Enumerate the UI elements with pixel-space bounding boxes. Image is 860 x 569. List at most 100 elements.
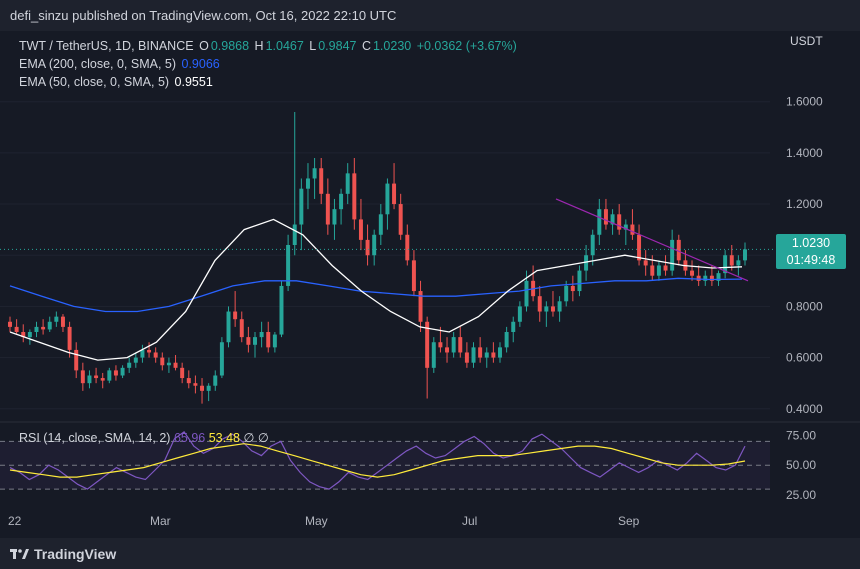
candle-body: [597, 209, 602, 235]
candle-body: [27, 332, 32, 338]
candle-body: [425, 321, 430, 368]
rsi-band: [0, 441, 770, 490]
candle-body: [564, 285, 569, 302]
chart-legend: TWT / TetherUS, 1D, BINANCE O 0.9868 H 1.0…: [19, 37, 519, 91]
candle-body: [524, 280, 529, 307]
candle-body: [299, 188, 304, 225]
close-label: C: [361, 39, 371, 53]
ema200-line: [9, 277, 743, 313]
candle-body: [113, 370, 118, 376]
candle-body: [570, 285, 575, 292]
candle-body: [670, 239, 675, 271]
candle-body: [140, 349, 145, 358]
candle-body: [610, 214, 615, 225]
x-tick-label: Jul: [462, 514, 477, 528]
candle-body: [120, 367, 125, 376]
candle-body: [332, 209, 337, 225]
candle-body: [166, 362, 171, 366]
last-price-value: 1.0230: [791, 236, 831, 250]
candle-body: [690, 270, 695, 276]
candle-body: [253, 337, 257, 345]
candle-body: [266, 332, 271, 348]
price-tick-label: 0.6000: [786, 351, 823, 365]
open-label: O: [199, 39, 209, 53]
ema200-label[interactable]: EMA (200, close, 0, SMA, 5): [19, 57, 177, 71]
rsi-value: 65.96: [173, 431, 206, 445]
low-label: L: [309, 39, 317, 53]
candle-body: [180, 367, 185, 379]
candle-body: [246, 337, 251, 345]
rsi-sma-value: 53.48: [208, 431, 240, 445]
candle-body: [87, 375, 92, 384]
candle-body: [319, 168, 324, 194]
candle-body: [656, 265, 661, 276]
x-tick-label: May: [305, 514, 328, 528]
candle-body: [107, 370, 112, 381]
symbol-label[interactable]: TWT / TetherUS, 1D, BINANCE: [19, 39, 194, 53]
candle-body: [239, 319, 244, 338]
candle-body: [590, 234, 595, 256]
candle-body: [736, 260, 741, 266]
candle-body: [623, 224, 628, 230]
candle-body: [100, 378, 105, 381]
x-tick-label: Mar: [150, 514, 171, 528]
candle-body: [405, 234, 410, 261]
candle-body: [378, 214, 383, 235]
candle-body: [650, 265, 655, 276]
open-value: 0.9868: [210, 39, 250, 53]
price-chart[interactable]: USDT1.60001.40001.20001.00000.80000.6000…: [0, 31, 860, 538]
candle-body: [464, 352, 469, 363]
chart-area[interactable]: USDT1.60001.40001.20001.00000.80000.6000…: [0, 31, 860, 538]
trendline: [555, 198, 749, 282]
candle-body: [398, 204, 403, 235]
candle-body: [504, 332, 509, 348]
candle-body: [54, 316, 59, 322]
rsi-tick-label: 75.00: [786, 428, 816, 442]
candle-body: [94, 375, 99, 379]
candle-body: [67, 326, 72, 350]
candle-body: [643, 260, 648, 266]
x-tick-label: Sep: [618, 514, 640, 528]
rsi-extra-1: ∅: [243, 431, 255, 445]
tradingview-logo[interactable]: TradingView: [10, 546, 116, 562]
candle-body: [557, 301, 562, 312]
candle-body: [312, 168, 317, 179]
candle-body: [21, 332, 26, 338]
candle-body: [458, 337, 463, 353]
candle-body: [537, 296, 542, 312]
rsi-legend: RSI (14, close, SMA, 14, 2) 65.96 53.48 …: [19, 430, 269, 445]
high-value: 1.0467: [265, 39, 304, 53]
candle-body: [511, 321, 516, 332]
candle-body: [80, 370, 85, 384]
ema50-line: [9, 218, 743, 361]
candle-body: [200, 385, 205, 391]
ema200-row: EMA (200, close, 0, SMA, 5) 0.9066: [19, 55, 519, 73]
candle-body: [663, 265, 668, 271]
rsi-line: [9, 430, 746, 490]
ema50-label[interactable]: EMA (50, close, 0, SMA, 5): [19, 75, 170, 89]
candle-body: [471, 347, 476, 363]
candle-body: [219, 342, 224, 376]
header-bar: defi_sinzu published on TradingView.com,…: [0, 0, 860, 31]
rsi-extra-2: ∅: [257, 431, 269, 445]
candle-body: [723, 255, 728, 274]
price-tick-label: 0.4000: [786, 402, 823, 416]
candle-body: [577, 270, 582, 292]
candle-body: [392, 183, 397, 205]
candle-body: [305, 178, 310, 189]
candle-body: [709, 275, 714, 281]
candle-body: [34, 326, 39, 332]
low-value: 0.9847: [318, 39, 357, 53]
candle-body: [445, 347, 450, 353]
currency-label: USDT: [790, 34, 823, 48]
candle-body: [372, 234, 377, 256]
rsi-label[interactable]: RSI (14, close, SMA, 14, 2): [19, 431, 171, 445]
high-label: H: [254, 39, 264, 53]
candle-body: [517, 306, 522, 322]
price-tick-label: 1.6000: [786, 95, 823, 109]
rsi-tick-label: 25.00: [786, 488, 816, 502]
candle-body: [41, 326, 46, 330]
candle-body: [584, 255, 589, 271]
candle-body: [160, 357, 165, 366]
rsi-tick-label: 50.00: [786, 458, 816, 472]
